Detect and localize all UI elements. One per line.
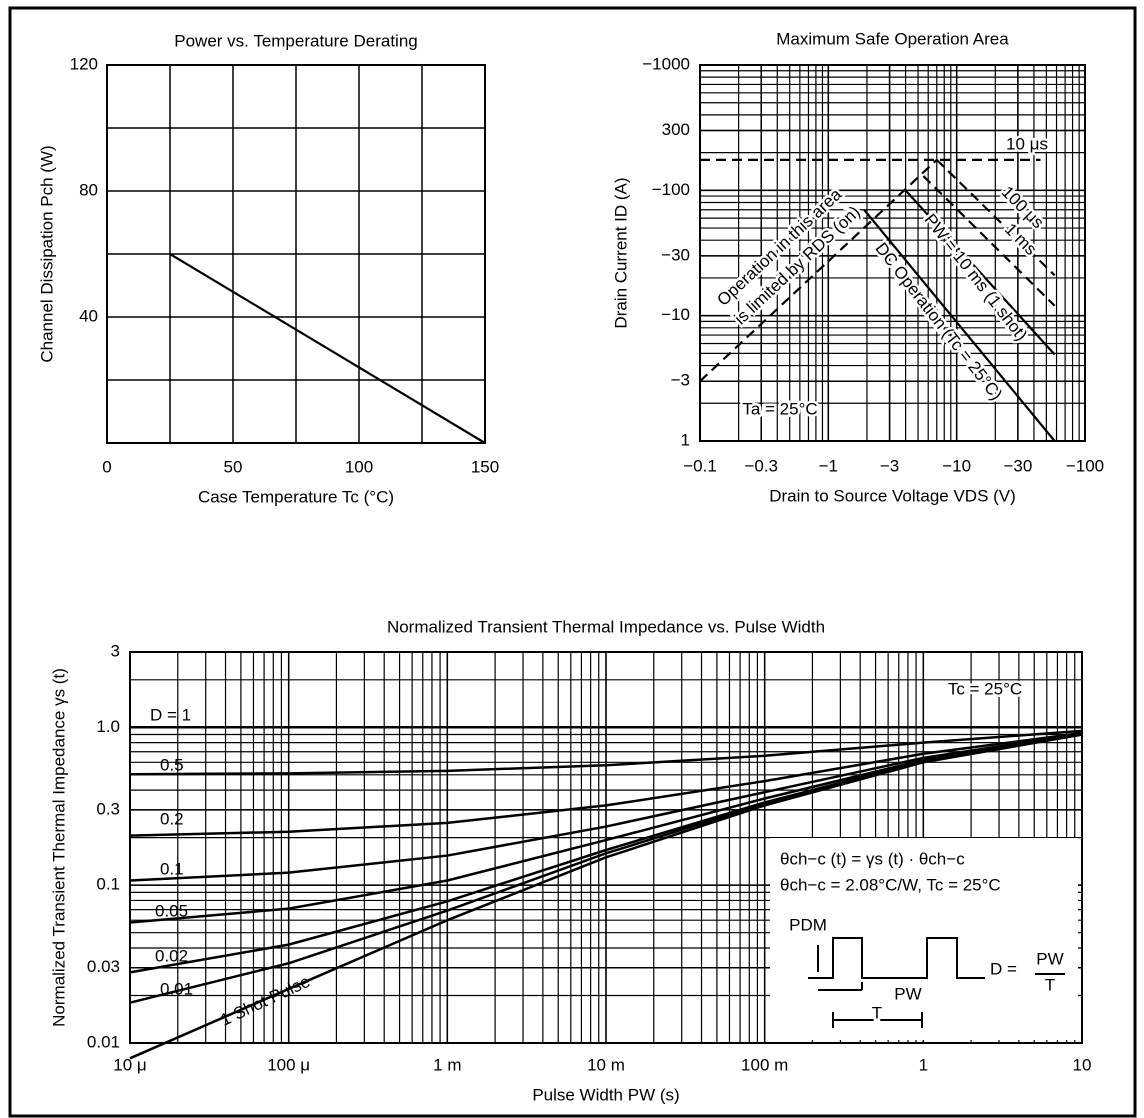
data-line xyxy=(129,729,1083,776)
dimension-lines xyxy=(817,945,1065,1028)
x-tick-label: −10 xyxy=(942,456,971,475)
plot-frame xyxy=(129,651,1083,1044)
frame xyxy=(8,6,1137,1118)
y-tick-label: 0.1 xyxy=(96,875,120,894)
data-line xyxy=(129,731,1083,837)
data-line xyxy=(904,189,1056,356)
x-axis-label: Pulse Width PW (s) xyxy=(532,1085,679,1104)
data-line xyxy=(863,209,1056,442)
data-line xyxy=(169,253,486,444)
x-tick-label: 10 μ xyxy=(113,1055,146,1074)
y-tick-label: −30 xyxy=(661,245,690,264)
y-tick-label: 1 xyxy=(681,430,690,449)
inset-box xyxy=(770,838,1078,1040)
y-axis-label: Channel Dissipation Pch (W) xyxy=(37,145,56,362)
annotation: PDM xyxy=(789,915,827,934)
y-tick-label: 0.3 xyxy=(96,799,120,818)
x-tick-label: 10 xyxy=(1073,1055,1092,1074)
x-tick-label: 150 xyxy=(471,457,499,476)
x-axis-label: Case Temperature Tc (°C) xyxy=(198,487,394,506)
y-tick-label: −1000 xyxy=(642,54,690,73)
curve-label: 0.05 xyxy=(155,901,188,920)
x-tick-label: 10 m xyxy=(587,1055,625,1074)
data-line xyxy=(699,159,938,383)
y-tick-label: 40 xyxy=(79,306,98,325)
annotation: D = xyxy=(990,959,1017,978)
curve-label: 0.01 xyxy=(160,979,193,998)
x-tick-label: 100 xyxy=(345,457,373,476)
y-axis-label: Normalized Transient Thermal Impedance γ… xyxy=(49,668,68,1027)
x-tick-label: 100 m xyxy=(741,1055,788,1074)
x-tick-label: −3 xyxy=(880,456,899,475)
curve-label: 0.1 xyxy=(160,859,184,878)
annotation: PW xyxy=(1036,949,1063,968)
x-tick-label: −100 xyxy=(1066,456,1104,475)
annotation: θch−c (t) = γs (t) · θch−c xyxy=(780,849,965,868)
curve-label: 0.2 xyxy=(160,809,184,828)
chart-title: Maximum Safe Operation Area xyxy=(776,29,1009,48)
y-tick-label: 300 xyxy=(662,120,690,139)
plot-frame xyxy=(699,64,1086,442)
x-tick-label: 1 xyxy=(919,1055,928,1074)
annotation: Ta = 25°C xyxy=(742,399,817,418)
y-tick-label: −3 xyxy=(671,371,690,390)
y-tick-label: 3 xyxy=(111,641,120,660)
x-tick-label: 100 μ xyxy=(267,1055,310,1074)
x-tick-label: 0 xyxy=(102,457,111,476)
annotation: PW xyxy=(894,984,921,1003)
x-tick-label: −0.1 xyxy=(683,456,717,475)
y-tick-label: −100 xyxy=(652,180,690,199)
curve-label: 0.5 xyxy=(160,755,184,774)
x-tick-label: −30 xyxy=(1003,456,1032,475)
data-line xyxy=(936,159,1056,277)
curve-label: 1 Shot Pulse xyxy=(218,972,313,1030)
data-line xyxy=(922,175,1056,307)
x-tick-label: −0.3 xyxy=(744,456,778,475)
y-tick-label: 80 xyxy=(79,180,98,199)
y-tick-label: 0.01 xyxy=(87,1032,120,1051)
data-line xyxy=(129,733,1083,1060)
annotation: θch−c = 2.08°C/W, Tc = 25°C xyxy=(780,875,1001,894)
data-line xyxy=(129,732,1083,882)
x-axis-label: Drain to Source Voltage VDS (V) xyxy=(769,486,1016,505)
annotation: T xyxy=(872,1003,882,1022)
x-tick-label: 1 m xyxy=(433,1055,461,1074)
chart-title: Normalized Transient Thermal Impedance v… xyxy=(387,617,825,636)
x-tick-label: 50 xyxy=(224,457,243,476)
y-tick-label: 1.0 xyxy=(96,717,120,736)
plot-frame xyxy=(106,64,486,444)
annotation: Tc = 25°C xyxy=(948,679,1022,698)
annotation: 10 μs xyxy=(1006,134,1048,153)
y-tick-label: 120 xyxy=(70,54,98,73)
chart-title: Power vs. Temperature Derating xyxy=(174,31,417,50)
y-tick-label: 0.03 xyxy=(87,957,120,976)
pulse-waveform xyxy=(808,937,985,979)
x-tick-label: −1 xyxy=(819,456,838,475)
curve-label: D = 1 xyxy=(150,705,191,724)
annotation: T xyxy=(1045,975,1055,994)
y-tick-label: −10 xyxy=(661,305,690,324)
curve-label: 0.02 xyxy=(155,946,188,965)
y-axis-label: Drain Current ID (A) xyxy=(611,177,630,328)
